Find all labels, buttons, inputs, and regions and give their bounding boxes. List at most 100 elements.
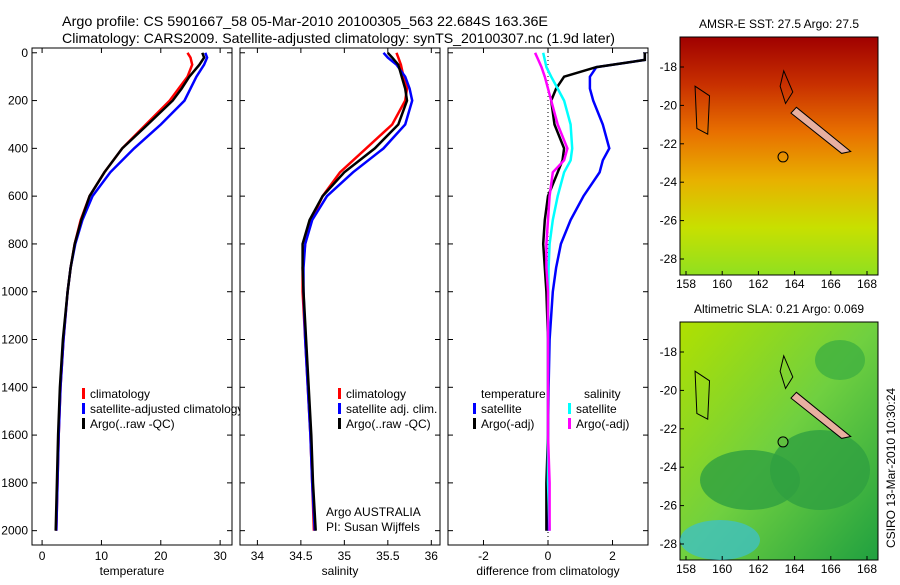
legend-swatch — [338, 403, 341, 414]
legend-swatch — [82, 403, 85, 414]
x-tick-label: 34 — [251, 549, 265, 563]
x-tick-label: 166 — [821, 277, 841, 291]
x-tick-label: 168 — [857, 562, 877, 576]
legend-label: satellite — [481, 402, 522, 416]
legend-swatch — [82, 418, 85, 429]
x-tick-label: 164 — [785, 277, 805, 291]
y-tick-label: 2000 — [1, 524, 28, 538]
x-tick-label: -2 — [478, 549, 489, 563]
x-tick-label: 168 — [857, 277, 877, 291]
series-line-argo-adj- — [533, 52, 569, 531]
y-tick-label: -26 — [660, 214, 678, 228]
y-tick-label: -22 — [660, 422, 678, 436]
anomaly-blob — [770, 430, 870, 510]
legend-label: satellite — [576, 402, 617, 416]
y-tick-label: 0 — [21, 46, 28, 60]
y-tick-label: 1000 — [1, 285, 28, 299]
x-axis-label: salinity — [322, 564, 359, 578]
x-tick-label: 160 — [712, 277, 732, 291]
y-tick-label: -22 — [660, 137, 678, 151]
reef-outline — [694, 85, 711, 136]
x-tick-label: 162 — [748, 277, 768, 291]
x-tick-label: 158 — [676, 277, 696, 291]
x-axis-label: difference from climatology — [476, 564, 619, 578]
annotation-text: Argo AUSTRALIA — [326, 505, 421, 519]
x-tick-label: 35.5 — [376, 549, 400, 563]
legend-label: Argo(-adj) — [481, 417, 534, 431]
profile-panel-2: 34 34.5 35 35.5 36 salinity climatologysatelli… — [239, 47, 441, 578]
map-title: AMSR-E SST: 27.5 Argo: 27.5 — [699, 17, 859, 31]
legend-swatch — [473, 403, 476, 414]
map-panel-1: AMSR-E SST: 27.5 Argo: 27.5 158 160 162 164 1… — [660, 17, 879, 291]
legend-swatch — [568, 418, 571, 429]
legend-header: temperature — [481, 387, 546, 401]
legend-label: climatology — [90, 387, 150, 401]
annotation-text: PI: Susan Wijffels — [326, 520, 420, 534]
y-tick-label: -18 — [660, 60, 678, 74]
map-field — [679, 36, 879, 276]
y-tick-label: -18 — [660, 345, 678, 359]
x-tick-label: 162 — [748, 562, 768, 576]
y-tick-label: -28 — [660, 537, 678, 551]
legend-label: Argo(..raw -QC) — [90, 417, 175, 431]
reef-outline — [779, 69, 794, 105]
x-tick-label: 30 — [213, 549, 227, 563]
legend-label: satellite adj. clim. — [346, 402, 437, 416]
y-tick-label: 1600 — [1, 428, 28, 442]
x-tick-label: 35 — [338, 549, 352, 563]
legend-header: salinity — [584, 387, 621, 401]
reef-outline — [779, 354, 794, 390]
y-tick-label: 600 — [8, 189, 28, 203]
legend-label: Argo(..raw -QC) — [346, 417, 431, 431]
anomaly-blob — [815, 340, 865, 380]
x-tick-label: 166 — [821, 562, 841, 576]
y-tick-label: 800 — [8, 237, 28, 251]
y-tick-label: 1400 — [1, 380, 28, 394]
x-tick-label: 164 — [785, 562, 805, 576]
title-line1: Argo profile: CS 5901667_58 05-Mar-2010 … — [62, 13, 548, 29]
legend-label: climatology — [346, 387, 406, 401]
x-axis-label: temperature — [100, 564, 165, 578]
new-caledonia-coast — [790, 106, 852, 154]
profile-panel-1: 0 10 20 30 0 200 400 600 800 1000 1200 1400 1600 1800… — [1, 46, 243, 578]
legend-swatch — [568, 403, 571, 414]
reef-outline — [694, 370, 711, 421]
map-panel-2: Altimetric SLA: 0.21 Argo: 0.069 158 160 16… — [660, 302, 879, 576]
legend-swatch — [473, 418, 476, 429]
credit-text: CSIRO 13-Mar-2010 10:30:24 — [884, 387, 898, 548]
y-tick-label: -20 — [660, 383, 678, 397]
anomaly-blob — [680, 520, 760, 560]
y-tick-label: -20 — [660, 98, 678, 112]
x-tick-label: 36 — [425, 549, 439, 563]
y-tick-label: -28 — [660, 252, 678, 266]
x-tick-label: 0 — [39, 549, 46, 563]
plot-frame — [239, 47, 441, 546]
map-title: Altimetric SLA: 0.21 Argo: 0.069 — [694, 302, 864, 316]
y-tick-label: -24 — [660, 460, 678, 474]
x-tick-label: 0 — [545, 549, 552, 563]
legend-swatch — [338, 388, 341, 399]
x-tick-label: 160 — [712, 562, 732, 576]
x-tick-label: 20 — [154, 549, 168, 563]
x-tick-label: 2 — [609, 549, 616, 563]
y-tick-label: 1800 — [1, 476, 28, 490]
y-tick-label: 200 — [8, 94, 28, 108]
y-tick-label: -24 — [660, 175, 678, 189]
y-tick-label: -26 — [660, 499, 678, 513]
float-position-marker — [777, 436, 789, 448]
y-tick-label: 1200 — [1, 333, 28, 347]
title-line2: Climatology: CARS2009. Satellite-adjuste… — [62, 30, 615, 46]
new-caledonia-coast — [790, 391, 852, 439]
series-line-argo-raw-qc- — [54, 52, 206, 531]
legend-label: Argo(-adj) — [576, 417, 629, 431]
legend-swatch — [82, 388, 85, 399]
legend-swatch — [338, 418, 341, 429]
x-tick-label: 158 — [676, 562, 696, 576]
legend-label: satellite-adjusted climatology — [90, 402, 243, 416]
y-tick-label: 400 — [8, 141, 28, 155]
x-tick-label: 34.5 — [289, 549, 313, 563]
x-tick-label: 10 — [95, 549, 109, 563]
plot-frame — [31, 47, 233, 546]
